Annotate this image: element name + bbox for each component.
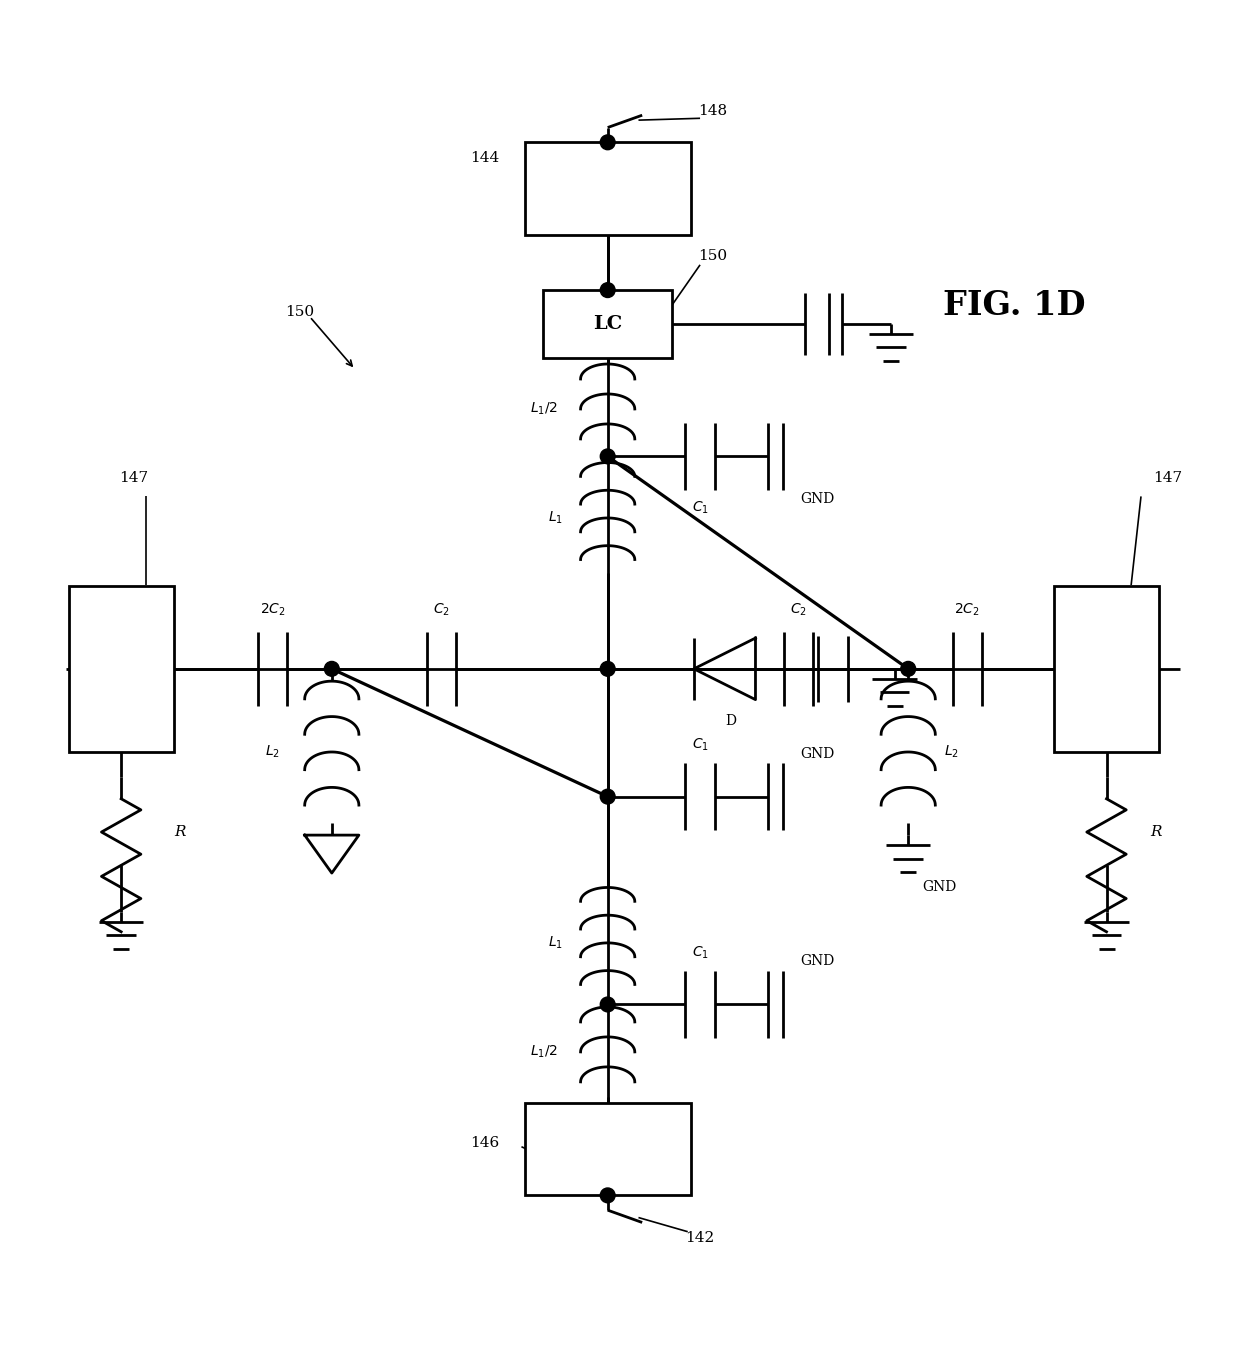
Text: GND: GND [800,954,835,968]
Bar [543,290,672,358]
Text: $C_1$: $C_1$ [692,945,708,961]
Circle shape [325,662,340,676]
Text: 147: 147 [1153,471,1183,485]
Circle shape [600,450,615,464]
Text: $L_1$: $L_1$ [548,934,563,952]
Text: 147: 147 [119,471,148,485]
Circle shape [600,790,615,805]
Circle shape [600,1188,615,1203]
Circle shape [900,662,915,676]
Text: $C_1$: $C_1$ [692,737,708,753]
Text: $2C_2$: $2C_2$ [260,602,285,618]
Text: 150: 150 [698,250,727,263]
Bar [69,586,174,752]
Circle shape [600,282,615,297]
Circle shape [600,135,615,150]
Text: $C_2$: $C_2$ [433,602,450,618]
Text: $L_1/2$: $L_1/2$ [529,401,558,417]
Text: 146: 146 [470,1137,500,1150]
Text: $C_1$: $C_1$ [692,500,708,516]
Text: FIG. 1D: FIG. 1D [942,289,1085,323]
Circle shape [600,662,615,676]
Text: $2C_2$: $2C_2$ [955,602,980,618]
Text: 144: 144 [470,151,500,165]
Text: LC: LC [593,315,622,333]
Circle shape [600,998,615,1012]
Text: R: R [1149,825,1162,840]
Bar [525,142,691,235]
Bar [1054,586,1159,752]
Text: R: R [175,825,186,840]
Text: GND: GND [800,493,835,506]
Text: $L_2$: $L_2$ [944,744,959,760]
Text: $L_2$: $L_2$ [265,744,280,760]
Text: GND: GND [800,747,835,760]
Text: $L_1$: $L_1$ [548,510,563,526]
Text: D: D [725,714,737,728]
Text: $C_2$: $C_2$ [790,602,807,618]
Text: 150: 150 [285,305,314,319]
Text: GND: GND [921,880,956,894]
Text: $L_1/2$: $L_1/2$ [529,1044,558,1060]
Bar [525,1103,691,1195]
Text: 142: 142 [686,1231,714,1245]
Text: 148: 148 [698,104,727,117]
